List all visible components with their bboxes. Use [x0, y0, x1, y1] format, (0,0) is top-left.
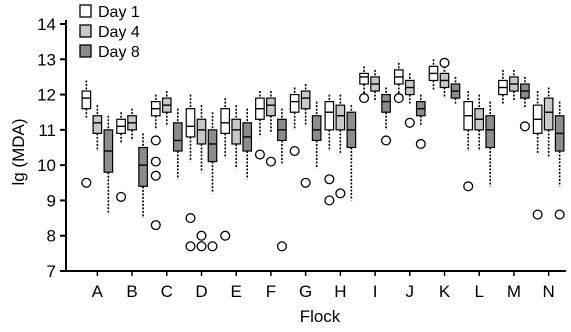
outlier-point [382, 136, 391, 145]
outlier-point [440, 58, 449, 67]
legend-swatch [80, 45, 91, 57]
outlier-point [278, 242, 287, 251]
outlier-point [416, 140, 425, 149]
x-axis-label: Flock [300, 307, 341, 326]
outlier-point [533, 210, 542, 219]
box-G-2 [312, 116, 321, 141]
box-N-1 [544, 98, 553, 130]
box-D-1 [197, 119, 206, 144]
outlier-point [186, 242, 195, 251]
outlier-point [464, 182, 473, 191]
outlier-point [221, 231, 230, 240]
legend-swatch [80, 25, 91, 37]
box-L-2 [486, 116, 495, 148]
y-tick-label: 7 [47, 262, 56, 281]
box-D-0 [186, 109, 195, 137]
outlier-point [325, 175, 334, 184]
x-tick-label: N [543, 282, 555, 301]
outlier-point [117, 193, 126, 202]
x-tick-label: F [266, 282, 276, 301]
outlier-point [186, 214, 195, 223]
outlier-point [197, 242, 206, 251]
y-tick-label: 13 [37, 50, 56, 69]
outlier-point [151, 157, 160, 166]
outlier-point [256, 150, 265, 159]
outlier-point [360, 94, 369, 103]
outlier-point [405, 118, 414, 127]
outlier-point [394, 94, 403, 103]
x-tick-label: G [299, 282, 312, 301]
outlier-point [151, 136, 160, 145]
x-tick-label: D [195, 282, 207, 301]
box-G-1 [301, 91, 310, 109]
x-tick-label: L [474, 282, 483, 301]
outlier-point [267, 157, 276, 166]
x-tick-label: H [334, 282, 346, 301]
x-tick-label: C [161, 282, 173, 301]
x-tick-label: J [406, 282, 415, 301]
outlier-point [151, 171, 160, 180]
box-I-2 [382, 95, 391, 113]
outlier-point [82, 178, 91, 187]
box-C-2 [174, 123, 183, 151]
box-A-1 [93, 116, 102, 134]
x-tick-label: M [507, 282, 521, 301]
outlier-point [336, 189, 345, 198]
outlier-point [325, 196, 334, 205]
x-tick-label: E [231, 282, 242, 301]
x-tick-label: A [92, 282, 104, 301]
box-E-0 [221, 109, 230, 134]
box-H-0 [325, 102, 334, 130]
box-A-0 [82, 91, 91, 109]
legend-swatch [80, 5, 91, 17]
outlier-point [290, 147, 299, 156]
y-tick-label: 11 [38, 121, 56, 140]
box-F-1 [267, 98, 276, 116]
y-tick-label: 14 [37, 15, 56, 34]
x-tick-label: K [439, 282, 451, 301]
y-tick-label: 9 [47, 191, 56, 210]
x-tick-label: I [373, 282, 378, 301]
box-H-1 [336, 105, 345, 130]
outlier-point [208, 242, 217, 251]
box-D-2 [208, 130, 217, 162]
x-tick-label: B [126, 282, 137, 301]
outlier-point [197, 231, 206, 240]
box-B-2 [139, 148, 148, 187]
y-tick-label: 12 [37, 86, 56, 105]
box-I-0 [360, 73, 369, 84]
box-E-1 [232, 119, 241, 144]
outlier-point [301, 178, 310, 187]
y-tick-label: 8 [47, 227, 56, 246]
box-G-0 [290, 95, 299, 113]
outlier-point [555, 210, 564, 219]
y-axis-label: lg (MDA) [9, 118, 28, 185]
y-tick-label: 10 [37, 156, 56, 175]
legend-label: Day 1 [98, 4, 140, 21]
outlier-point [151, 221, 160, 230]
legend-label: Day 4 [98, 24, 140, 41]
outlier-point [521, 122, 530, 131]
legend-label: Day 8 [98, 44, 140, 61]
